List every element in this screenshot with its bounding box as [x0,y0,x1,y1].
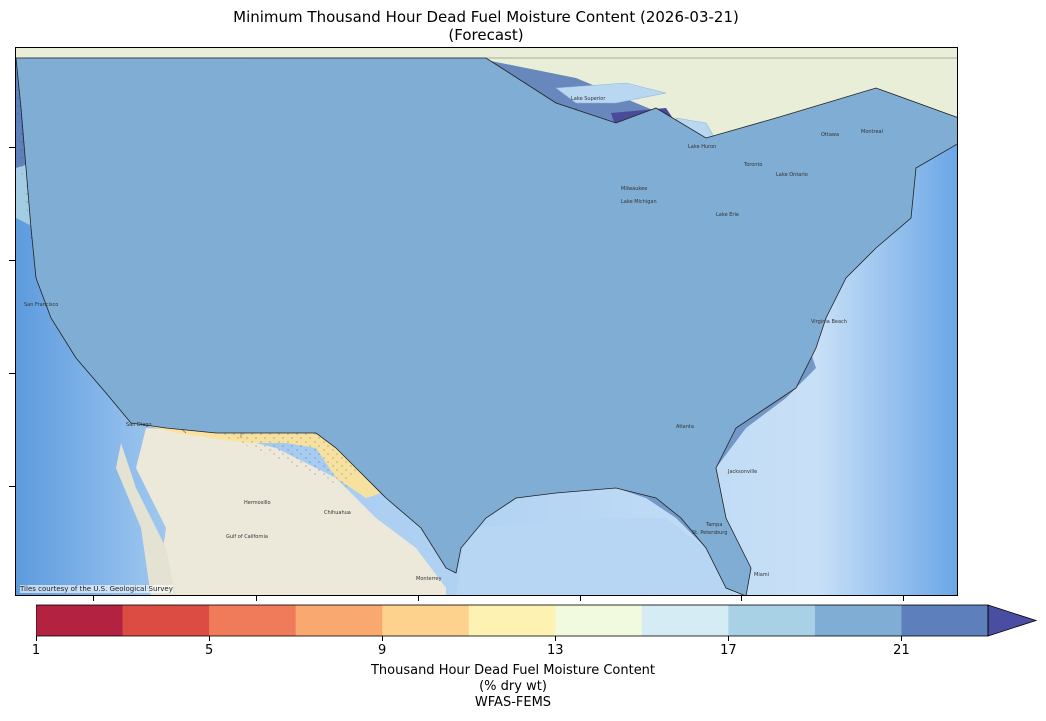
colorbar-bin [382,605,470,636]
colorbar-tick [728,636,730,641]
label-montreal: Montreal [861,129,883,135]
label-san-francisco: San Francisco [24,302,58,308]
place-labels: Lake Superior Ottawa Montreal Milwaukee … [24,96,883,582]
colorbar-units: (% dry wt) [479,679,547,694]
colorbar-bin [641,605,729,636]
x-tick [256,596,257,601]
colorbar-bin [209,605,297,636]
colorbar-bin [814,605,902,636]
label-monterrey: Monterrey [416,576,442,582]
colorbar-tick [382,636,384,641]
label-st-petersburg: St. Petersburg [692,530,727,536]
label-milwaukee: Milwaukee [621,186,647,192]
mexico-land [136,428,446,595]
label-lake-michigan: Lake Michigan [621,199,657,205]
colorbar-bin [555,605,643,636]
colorbar-bin [36,605,124,636]
gulf-of-mexico [456,518,735,595]
map-panel: Lake Superior Ottawa Montreal Milwaukee … [15,47,958,596]
map-canvas: Lake Superior Ottawa Montreal Milwaukee … [16,48,957,595]
label-tampa: Tampa [705,522,722,528]
y-tick [9,147,15,148]
x-tick [418,596,419,601]
colorbar-outline [36,604,989,637]
colorbar-tick [36,636,37,641]
colorbar [36,604,1038,637]
colorbar-tick-label: 13 [546,643,564,658]
map-subtitle: (Forecast) [448,26,524,44]
label-lake-superior: Lake Superior [571,96,606,102]
x-tick [580,596,581,601]
colorbar-tick-label: 5 [204,643,214,658]
label-gulf-of-california: Gulf of California [226,534,268,540]
x-tick [741,596,742,601]
colorbar-bin [122,605,210,636]
label-jacksonville: Jacksonville [727,469,757,475]
label-virginia-beach: Virginia Beach [811,319,847,325]
colorbar-tick-label: 9 [378,643,387,658]
colorbar-tick-label: 1 [31,643,41,658]
y-tick [9,260,15,261]
label-lake-ontario: Lake Ontario [776,172,808,178]
label-ottawa: Ottawa [821,132,839,138]
colorbar-extend-arrow [987,604,1038,637]
lake-superior [555,82,667,104]
baja-land [116,443,176,595]
label-lake-erie: Lake Erie [716,212,739,218]
colorbar-tick [209,636,211,641]
y-tick [9,373,15,374]
colorbar-tick-label: 21 [893,643,910,658]
x-tick [903,596,904,601]
label-atlanta: Atlanta [676,424,694,430]
x-tick [93,596,94,601]
label-hermosillo: Hermosillo [244,500,271,506]
colorbar-bin [728,605,816,636]
label-chihuahua: Chihuahua [324,510,351,516]
colorbar-bin [901,605,989,636]
colorbar-tick-label: 17 [720,643,737,658]
label-miami: Miami [754,572,769,578]
colorbar-tick [555,636,557,641]
map-title: Minimum Thousand Hour Dead Fuel Moisture… [233,8,739,26]
y-tick [9,486,15,487]
colorbar-bin [468,605,556,636]
colorbar-label: Thousand Hour Dead Fuel Moisture Content [370,663,656,678]
label-toronto: Toronto [743,162,762,168]
colorbar-source: WFAS-FEMS [474,695,552,710]
colorbar-bin [295,605,383,636]
tile-attribution: Tiles courtesy of the U.S. Geological Su… [20,585,173,593]
label-lake-huron: Lake Huron [688,144,716,150]
colorbar-tick [901,636,903,641]
label-san-diego: San Diego [126,422,152,428]
